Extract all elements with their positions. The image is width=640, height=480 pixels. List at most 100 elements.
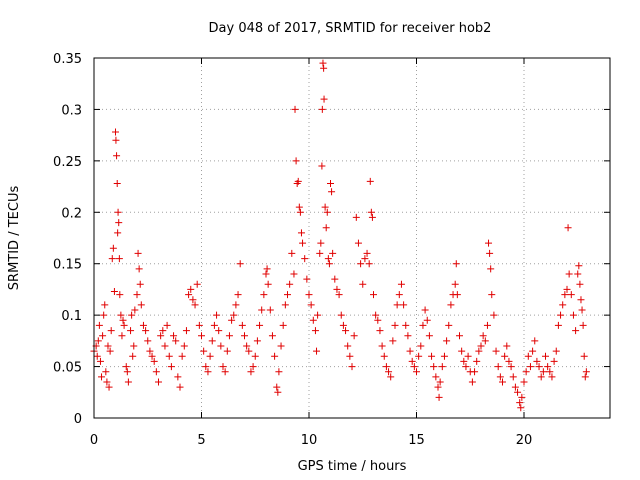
data-point xyxy=(447,301,455,309)
data-point xyxy=(397,280,405,288)
data-point xyxy=(191,301,199,309)
data-point xyxy=(350,332,358,340)
data-point xyxy=(507,363,515,371)
data-point xyxy=(393,301,401,309)
data-point xyxy=(264,280,272,288)
data-point xyxy=(274,388,282,396)
x-axis-label: GPS time / hours xyxy=(298,459,407,474)
data-point xyxy=(320,95,328,103)
data-point xyxy=(533,357,541,365)
data-point xyxy=(563,285,571,293)
data-point xyxy=(137,301,145,309)
data-point xyxy=(268,332,276,340)
data-point xyxy=(462,363,470,371)
data-point xyxy=(228,316,236,324)
data-point xyxy=(139,321,147,329)
data-point xyxy=(157,332,165,340)
y-tick-label: 0.05 xyxy=(53,361,82,376)
data-point xyxy=(180,342,188,350)
data-point xyxy=(253,337,261,345)
data-point xyxy=(520,378,528,386)
data-point xyxy=(395,291,403,299)
data-point xyxy=(225,332,233,340)
data-point xyxy=(479,332,487,340)
data-point xyxy=(299,239,307,247)
data-point xyxy=(445,321,453,329)
data-point xyxy=(337,311,345,319)
y-tick-label: 0.1 xyxy=(61,309,82,324)
data-point xyxy=(182,327,190,335)
data-point xyxy=(110,287,118,295)
data-point xyxy=(230,311,238,319)
data-point xyxy=(569,311,577,319)
data-point xyxy=(374,316,382,324)
data-point xyxy=(456,332,463,340)
data-point xyxy=(174,373,182,381)
data-point xyxy=(385,368,393,376)
data-point xyxy=(277,342,285,350)
data-point xyxy=(122,363,130,371)
data-point xyxy=(291,105,299,113)
data-point xyxy=(438,363,446,371)
data-point xyxy=(413,368,420,376)
plot-border xyxy=(93,57,611,419)
data-point xyxy=(323,208,331,216)
data-point xyxy=(123,368,131,376)
data-point xyxy=(363,249,371,257)
data-point xyxy=(453,291,461,299)
data-point xyxy=(368,213,376,221)
data-point xyxy=(127,327,135,335)
data-point xyxy=(221,368,229,376)
x-tick-label: 0 xyxy=(90,433,98,448)
data-point xyxy=(120,321,128,329)
data-point xyxy=(115,255,123,263)
data-point xyxy=(219,363,227,371)
data-point xyxy=(339,321,347,329)
data-point xyxy=(516,399,524,407)
data-point xyxy=(361,255,369,263)
data-point xyxy=(260,291,268,299)
y-tick-label: 0.3 xyxy=(61,103,82,118)
data-point xyxy=(202,363,210,371)
data-point xyxy=(317,239,325,247)
data-point xyxy=(105,383,113,391)
data-point xyxy=(483,321,491,329)
data-point xyxy=(198,332,205,340)
data-point xyxy=(419,321,427,329)
data-point xyxy=(548,373,556,381)
data-point xyxy=(136,280,144,288)
data-point xyxy=(577,296,585,304)
data-point xyxy=(376,327,384,335)
data-point xyxy=(331,275,339,283)
data-point xyxy=(262,270,270,278)
data-point xyxy=(544,363,552,371)
data-point xyxy=(115,219,123,227)
data-point xyxy=(425,332,433,340)
data-point xyxy=(487,265,495,273)
data-point xyxy=(134,249,142,257)
data-point xyxy=(167,363,175,371)
data-point xyxy=(576,280,584,288)
data-point xyxy=(365,260,373,268)
data-point xyxy=(391,321,399,329)
data-point xyxy=(580,352,588,360)
data-point xyxy=(106,347,114,355)
data-point xyxy=(170,332,178,340)
data-point xyxy=(232,301,240,309)
data-point xyxy=(204,368,212,376)
data-point xyxy=(206,352,214,360)
data-point xyxy=(496,373,504,381)
data-point xyxy=(432,373,440,381)
data-point xyxy=(348,363,356,371)
data-point xyxy=(213,311,221,319)
data-point xyxy=(581,373,589,381)
data-point xyxy=(546,368,554,376)
data-point xyxy=(313,347,321,355)
data-point xyxy=(529,347,537,355)
data-point xyxy=(509,373,517,381)
data-point xyxy=(316,249,324,257)
data-point xyxy=(492,347,500,355)
data-point xyxy=(249,363,257,371)
data-point xyxy=(296,208,304,216)
